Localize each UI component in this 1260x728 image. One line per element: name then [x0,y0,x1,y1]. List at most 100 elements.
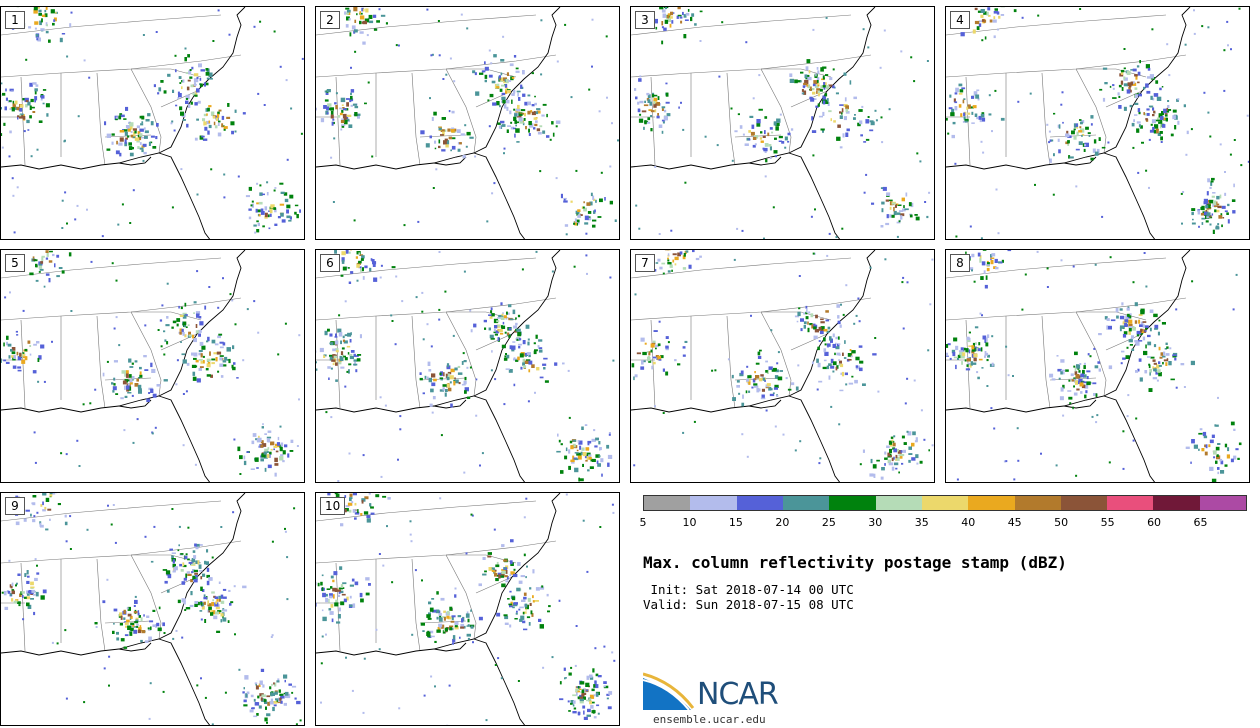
reflectivity-echo [332,363,335,366]
reflectivity-echo [640,366,645,370]
reflectivity-echo [990,407,993,410]
reflectivity-echo [350,271,354,274]
reflectivity-echo [953,356,959,359]
reflectivity-echo [333,571,338,576]
reflectivity-echo [533,111,536,115]
reflectivity-echo [42,501,44,506]
reflectivity-echo [677,363,681,366]
reflectivity-echo [191,571,193,574]
reflectivity-echo [372,14,377,18]
reflectivity-echo [1115,308,1119,313]
reflectivity-echo [1125,355,1130,359]
reflectivity-echo [497,317,502,319]
reflectivity-echo [800,318,804,322]
reflectivity-echo [437,20,440,22]
reflectivity-echo [519,121,524,124]
reflectivity-echo [880,116,883,119]
reflectivity-echo [210,609,213,613]
reflectivity-echo [564,455,568,460]
reflectivity-echo [132,441,135,444]
reflectivity-echo [264,717,268,722]
reflectivity-echo [661,9,666,13]
reflectivity-echo [562,362,565,365]
reflectivity-echo [429,607,434,612]
reflectivity-echo [1202,431,1207,437]
reflectivity-echo [290,439,294,443]
reflectivity-echo [257,695,260,699]
reflectivity-echo [357,509,359,514]
reflectivity-echo [536,128,541,132]
reflectivity-echo [462,352,465,355]
colorbar-tick: 35 [914,516,929,529]
reflectivity-echo [841,371,845,377]
reflectivity-echo [585,232,588,235]
state-boundary [445,68,477,154]
reflectivity-echo [773,121,777,126]
reflectivity-echo [348,251,351,254]
reflectivity-echo [1074,351,1078,356]
reflectivity-echo [1017,100,1020,103]
reflectivity-echo [243,699,247,703]
reflectivity-echo [1109,85,1112,88]
reflectivity-echo [587,708,591,713]
reflectivity-echo [195,560,200,564]
reflectivity-echo [1003,460,1006,463]
reflectivity-echo [460,626,465,629]
map [316,250,615,482]
reflectivity-echo [531,72,534,75]
reflectivity-echo [803,82,808,86]
reflectivity-echo [123,118,127,120]
reflectivity-echo [365,8,369,13]
reflectivity-echo [971,122,975,124]
reflectivity-echo [198,333,201,337]
reflectivity-echo [1082,381,1087,384]
reflectivity-echo [151,368,156,373]
reflectivity-echo [448,136,453,140]
reflectivity-echo [857,122,861,127]
reflectivity-echo [494,333,498,336]
map [946,7,1249,239]
reflectivity-echo [38,120,43,123]
reflectivity-echo [16,522,19,525]
reflectivity-echo [267,447,270,450]
reflectivity-echo [1170,133,1174,137]
reflectivity-echo [766,369,769,374]
reflectivity-echo [977,10,982,13]
reflectivity-echo [422,630,425,632]
reflectivity-echo [299,719,302,722]
reflectivity-echo [187,573,192,576]
reflectivity-echo [587,440,592,444]
reflectivity-echo [354,29,358,33]
reflectivity-echo [995,188,998,191]
reflectivity-echo [1231,199,1236,202]
reflectivity-echo [227,103,230,107]
reflectivity-echo [370,258,373,261]
reflectivity-echo [888,440,892,445]
reflectivity-echo [564,677,567,679]
reflectivity-echo [369,267,372,272]
reflectivity-echo [501,314,504,319]
reflectivity-echo [1166,346,1169,349]
reflectivity-echo [600,458,604,463]
reflectivity-echo [524,101,528,106]
reflectivity-echo [657,96,660,100]
reflectivity-echo [45,7,48,10]
reflectivity-echo [300,132,303,135]
reflectivity-echo [35,263,38,268]
reflectivity-echo [155,136,158,140]
reflectivity-echo [24,348,28,352]
reflectivity-echo [528,133,531,136]
reflectivity-echo [324,99,329,102]
reflectivity-echo [667,341,670,344]
reflectivity-echo [656,115,660,119]
reflectivity-echo [229,602,232,606]
reflectivity-echo [519,618,523,622]
reflectivity-echo [895,456,900,461]
reflectivity-echo [486,220,489,223]
reflectivity-echo [522,611,525,615]
reflectivity-echo [1116,315,1119,319]
reflectivity-echo [768,144,772,147]
reflectivity-echo [979,312,982,315]
reflectivity-echo [1126,89,1131,94]
reflectivity-echo [258,201,263,205]
